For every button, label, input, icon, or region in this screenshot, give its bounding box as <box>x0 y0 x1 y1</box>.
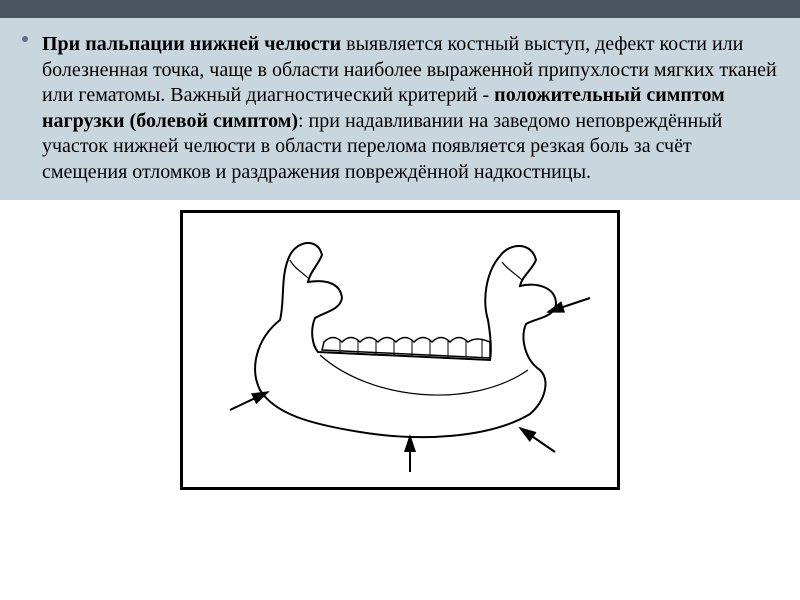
lead-bold: При пальпации нижней челюсти <box>42 33 341 55</box>
bullet-icon <box>22 36 28 42</box>
arrow-right-angle <box>520 428 555 452</box>
paragraph: При пальпации нижней челюсти выявляется … <box>42 32 778 186</box>
text-panel: При пальпации нижней челюсти выявляется … <box>0 18 800 200</box>
arrow-left-body <box>230 392 268 410</box>
figure-frame <box>180 210 620 490</box>
header-bar <box>0 0 800 18</box>
figure-area <box>0 200 800 490</box>
mandible-illustration <box>190 220 610 480</box>
